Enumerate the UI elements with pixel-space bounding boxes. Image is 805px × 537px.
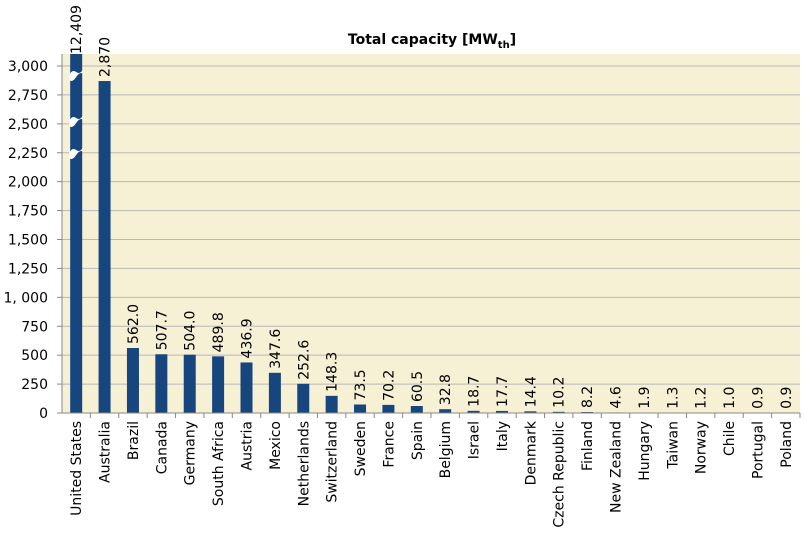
value-label: 1.3 [665, 387, 681, 409]
bar [240, 362, 253, 413]
x-tick-label: Austria [240, 421, 256, 470]
value-label: 18.7 [467, 376, 483, 407]
value-label: 0.9 [750, 387, 766, 409]
x-tick-label: Italy [495, 421, 511, 451]
bar [297, 383, 310, 413]
value-label: 489.8 [211, 312, 227, 352]
value-label: 60.5 [410, 371, 426, 402]
x-tick-label: Sweden [353, 421, 369, 476]
bar [524, 411, 537, 413]
value-label: 0.9 [779, 387, 795, 409]
x-tick-label: Poland [779, 421, 795, 468]
bar [98, 81, 111, 413]
x-tick-label: Taiwan [665, 421, 681, 470]
axis-break [69, 69, 84, 81]
value-label: 4.6 [609, 386, 625, 408]
value-label: 562.0 [126, 304, 142, 344]
y-tick-label: 2,750 [8, 88, 48, 104]
value-label: 252.6 [296, 340, 312, 380]
value-label: 14.4 [523, 376, 539, 407]
title-close: ] [510, 32, 516, 48]
y-tick-label: 0 [39, 406, 48, 422]
value-label: 8.2 [580, 386, 596, 408]
x-tick-label: France [381, 421, 397, 468]
bar [155, 354, 168, 413]
bar [212, 356, 225, 413]
x-tick-label: Finland [580, 421, 596, 471]
x-tick-label: Brazil [126, 421, 142, 460]
y-tick-label: 250 [21, 377, 48, 393]
value-label: 17.7 [495, 376, 511, 407]
bar [495, 410, 508, 413]
x-tick-label: Hungary [637, 421, 653, 481]
plot-background [62, 54, 800, 413]
axis-break [69, 115, 84, 127]
y-tick-label: 2,500 [8, 117, 48, 133]
x-tick-label: New Zealand [609, 421, 625, 513]
bar [325, 395, 338, 413]
x-tick-label: Australia [98, 421, 114, 483]
value-label: 70.2 [381, 370, 397, 401]
axis-break [69, 147, 84, 159]
value-label: 504.0 [183, 311, 199, 351]
y-tick-label: 1, 000 [3, 290, 48, 306]
y-tick-label: 500 [21, 348, 48, 364]
y-tick-label: 1,750 [8, 204, 48, 220]
x-tick-label: United States [69, 421, 85, 516]
x-tick-label: Switzerland [325, 421, 341, 503]
x-tick-label: Mexico [268, 421, 284, 470]
x-tick-label: Chile [722, 421, 738, 456]
bar [354, 404, 367, 413]
bar [70, 54, 83, 413]
x-tick-label: Germany [183, 421, 199, 485]
value-label: 1.9 [637, 387, 653, 409]
value-label: 32.8 [438, 374, 454, 405]
value-label: 2,870 [98, 37, 114, 77]
bar [410, 406, 423, 413]
x-tick-label: Netherlands [296, 421, 312, 506]
bar [552, 411, 565, 413]
y-tick-label: 2,000 [8, 175, 48, 191]
x-tick-label: Israel [467, 421, 483, 459]
value-label: 10.2 [552, 377, 568, 408]
title-subscript: th [498, 40, 510, 51]
y-tick-label: 750 [21, 319, 48, 335]
bar [382, 404, 395, 413]
y-tick-label: 3,000 [8, 59, 48, 75]
value-label: 347.6 [268, 329, 284, 369]
value-label: 1.0 [722, 387, 738, 409]
x-tick-label: Belgium [438, 421, 454, 478]
x-tick-label: Denmark [523, 420, 539, 485]
y-tick-label: 2,250 [8, 146, 48, 162]
y-tick-label: 1,250 [8, 261, 48, 277]
x-tick-label: Czech Republic [552, 421, 568, 528]
value-label: 1.2 [694, 387, 710, 409]
value-label: 12,409 [69, 5, 85, 54]
bar [268, 372, 281, 413]
x-tick-label: Portugal [750, 421, 766, 479]
value-label: 436.9 [240, 318, 256, 358]
bar [126, 347, 139, 413]
value-label: 507.7 [154, 310, 170, 350]
bar [183, 354, 196, 413]
value-label: 148.3 [325, 352, 341, 392]
x-tick-label: Spain [410, 421, 426, 460]
title-text: Total capacity [MW [348, 32, 498, 48]
x-tick-label: Norway [694, 421, 710, 474]
value-label: 73.5 [353, 369, 369, 400]
x-tick-label: South Africa [211, 421, 227, 506]
x-tick-label: Canada [154, 421, 170, 474]
bar [439, 409, 452, 413]
bar [467, 410, 480, 413]
chart-title: Total capacity [MWth] [348, 32, 516, 51]
y-tick-label: 1,500 [8, 233, 48, 249]
